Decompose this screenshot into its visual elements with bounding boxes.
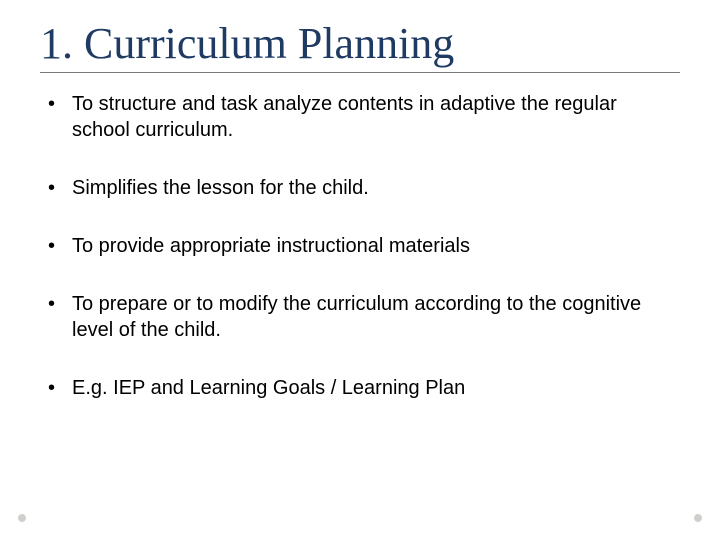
bullet-item: To prepare or to modify the curriculum a… — [40, 291, 680, 343]
bullet-list: To structure and task analyze contents i… — [40, 91, 680, 401]
title-underline — [40, 72, 680, 73]
bullet-item: To structure and task analyze contents i… — [40, 91, 680, 143]
bullet-item: To provide appropriate instructional mat… — [40, 233, 680, 259]
corner-dot-bottom-left — [18, 514, 26, 522]
slide: 1. Curriculum Planning To structure and … — [0, 0, 720, 540]
bullet-item: E.g. IEP and Learning Goals / Learning P… — [40, 375, 680, 401]
corner-dot-bottom-right — [694, 514, 702, 522]
bullet-item: Simplifies the lesson for the child. — [40, 175, 680, 201]
slide-title: 1. Curriculum Planning — [40, 20, 680, 68]
